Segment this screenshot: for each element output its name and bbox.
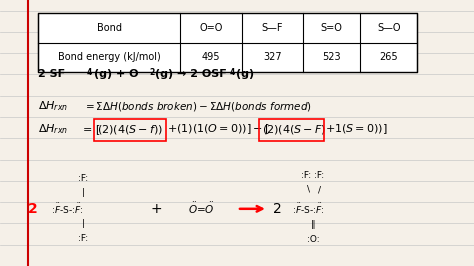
- Text: Bond: Bond: [97, 23, 121, 33]
- Text: |: |: [82, 219, 84, 228]
- Text: \: \: [307, 184, 310, 193]
- Text: 2: 2: [28, 202, 38, 216]
- Text: :O:: :O:: [307, 235, 319, 244]
- Text: $= \Sigma\Delta H(bonds\ broken) - \Sigma\Delta H(bonds\ formed)$: $= \Sigma\Delta H(bonds\ broken) - \Sigm…: [83, 100, 312, 113]
- Text: $(2)(4(S-f))$: $(2)(4(S-f))$: [97, 123, 163, 135]
- Text: $+ 1(S=0))]$: $+ 1(S=0))]$: [325, 122, 387, 136]
- Text: :F:: :F:: [78, 234, 88, 243]
- Text: +: +: [151, 202, 162, 216]
- Text: :F: :F:: :F: :F:: [301, 171, 324, 180]
- Text: $\ddot{O}$=$\ddot{O}$: $\ddot{O}$=$\ddot{O}$: [188, 201, 215, 217]
- Bar: [38, 13, 417, 72]
- Text: |: |: [82, 188, 84, 197]
- Text: 2: 2: [149, 68, 155, 77]
- Text: :F:: :F:: [78, 174, 88, 183]
- Text: 327: 327: [263, 52, 282, 62]
- Text: $\Delta H_{rxn}$: $\Delta H_{rxn}$: [38, 99, 68, 113]
- Text: Bond energy (kJ/mol): Bond energy (kJ/mol): [58, 52, 160, 62]
- Text: (g) + O: (g) + O: [94, 69, 138, 80]
- Text: 265: 265: [379, 52, 398, 62]
- Text: /: /: [319, 186, 321, 195]
- Text: (g) → 2 OSF: (g) → 2 OSF: [155, 69, 227, 80]
- Text: :$\ddot{F}$-S-:$\ddot{F}$:: :$\ddot{F}$-S-:$\ddot{F}$:: [292, 202, 324, 216]
- Text: O=O: O=O: [199, 23, 223, 33]
- Text: (g): (g): [236, 69, 254, 80]
- Text: = [: = [: [83, 124, 100, 134]
- Text: $+(1)(1(O=0))] - [$: $+(1)(1(O=0))] - [$: [167, 122, 270, 136]
- Text: 523: 523: [322, 52, 341, 62]
- Text: 4: 4: [229, 68, 235, 77]
- Text: S=O: S=O: [321, 23, 343, 33]
- Text: 495: 495: [201, 52, 220, 62]
- Text: :$\ddot{F}$-S-:$\ddot{F}$:: :$\ddot{F}$-S-:$\ddot{F}$:: [51, 202, 84, 216]
- Text: ‖: ‖: [310, 220, 315, 229]
- Text: 2: 2: [273, 202, 282, 216]
- Text: $\Delta H_{rxn}$: $\Delta H_{rxn}$: [38, 122, 68, 136]
- Text: 2 SF: 2 SF: [38, 69, 65, 80]
- Text: $(2)(4(S-F)$: $(2)(4(S-F)$: [262, 123, 326, 135]
- Text: S—O: S—O: [377, 23, 401, 33]
- Text: S—F: S—F: [262, 23, 283, 33]
- Text: 4: 4: [87, 68, 92, 77]
